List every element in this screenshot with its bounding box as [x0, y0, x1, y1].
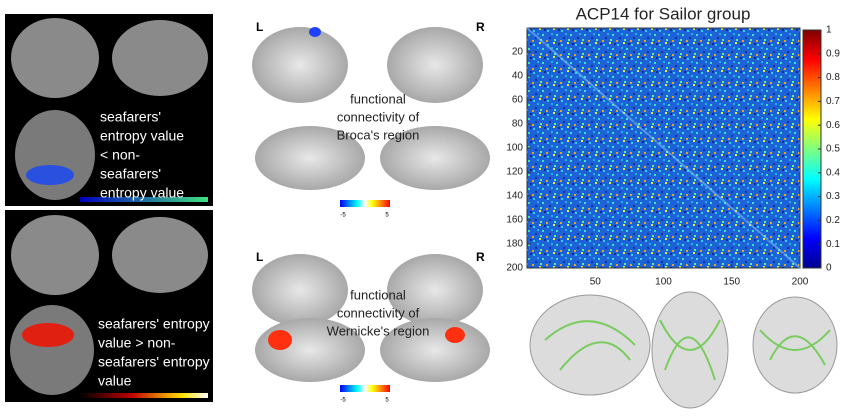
- colorbar: [80, 197, 208, 202]
- caption-line: functional: [350, 91, 406, 106]
- side-label: R: [476, 20, 485, 34]
- colorbar: [80, 393, 208, 398]
- x-tick-label: 50: [590, 277, 602, 288]
- activation: [22, 323, 74, 347]
- glass-brains: [529, 291, 838, 409]
- caption-line: Broca's region: [337, 127, 420, 142]
- y-tick-label: 60: [512, 95, 524, 106]
- colorbar-tick-label: 0.4: [826, 167, 840, 178]
- brain-render: [387, 27, 483, 103]
- y-tick-label: 80: [512, 119, 524, 130]
- x-tick-label: 200: [792, 277, 809, 288]
- brain-slice: [112, 20, 208, 96]
- activation: [445, 327, 465, 343]
- activation: [309, 27, 321, 37]
- brain-render: [380, 126, 490, 190]
- caption-line: Wernicke's region: [327, 323, 430, 338]
- caption-line: entropy value: [100, 128, 184, 144]
- colorbar-tick-label: 5: [385, 213, 389, 219]
- colorbar-tick-label: 0.8: [826, 72, 840, 83]
- y-tick-label: 140: [506, 191, 523, 202]
- connections: [544, 319, 831, 381]
- caption-line: seafarers': [100, 109, 161, 125]
- colorbar-tick-label: 0.7: [826, 96, 840, 107]
- y-tick-label: 40: [512, 71, 524, 82]
- colorbar-tick-label: -5: [340, 213, 346, 219]
- brain-render: [252, 254, 348, 326]
- colorbar-tick-label: 0.9: [826, 48, 840, 59]
- left-panel: [5, 14, 213, 402]
- x-tick-label: 100: [655, 277, 672, 288]
- caption-line: seafarers' entropy: [98, 354, 210, 370]
- side-label: L: [256, 250, 263, 264]
- side-label: L: [256, 20, 263, 34]
- brain-render: [387, 254, 483, 326]
- y-tick-label: 20: [512, 47, 524, 58]
- chart-title: ACP14 for Sailor group: [576, 4, 751, 23]
- side-label: R: [476, 250, 485, 264]
- colorbar-tick-label: 0.3: [826, 191, 840, 202]
- y-tick-label: 200: [506, 263, 523, 274]
- activation: [268, 330, 292, 350]
- colorbar-tick-label: 0: [826, 263, 832, 274]
- middle-panel: [252, 27, 490, 392]
- colorbar-tick-label: 1: [826, 25, 832, 36]
- glass-brain: [752, 296, 838, 394]
- activation: [26, 165, 74, 185]
- caption-line: seafarers' entropy: [98, 316, 210, 332]
- colorbar-tick-label: 0.1: [826, 239, 840, 250]
- x-tick-label: 150: [723, 277, 740, 288]
- y-tick-label: 100: [506, 143, 523, 154]
- brain-slice: [11, 215, 99, 295]
- colorbar: [340, 200, 390, 207]
- brain-slice: [15, 110, 95, 200]
- brain-slice: [10, 305, 94, 395]
- brain-render: [255, 126, 365, 190]
- diagonal: [526, 27, 801, 269]
- caption-line: connectivity of: [337, 109, 420, 124]
- colorbar-tick-label: -5: [340, 398, 346, 404]
- colorbar-tick-label: 0.6: [826, 120, 840, 131]
- brain-slice: [11, 18, 99, 98]
- colorbar-tick-label: 0.2: [826, 215, 840, 226]
- caption-line: functional: [350, 287, 406, 302]
- brain-render: [252, 27, 348, 103]
- colorbar-tick-label: 0.5: [826, 144, 840, 155]
- caption-line: value: [98, 373, 132, 389]
- colorbar-tick-label: 5: [385, 398, 389, 404]
- y-tick-label: 160: [506, 215, 523, 226]
- colorbar: [340, 385, 390, 392]
- caption-line: value > non-: [98, 335, 176, 351]
- y-tick-label: 180: [506, 239, 523, 250]
- y-tick-label: 120: [506, 167, 523, 178]
- caption-line: connectivity of: [337, 305, 420, 320]
- caption-line: seafarers': [100, 166, 161, 182]
- caption-line: < non-: [100, 147, 140, 163]
- brain-slice: [112, 217, 208, 293]
- caption-line: entropy value: [100, 185, 184, 201]
